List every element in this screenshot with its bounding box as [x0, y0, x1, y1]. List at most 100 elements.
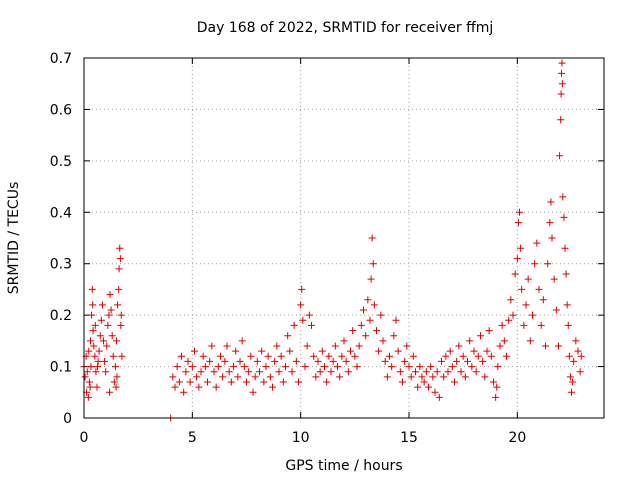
data-point — [258, 347, 266, 355]
data-point — [566, 373, 574, 381]
data-point — [249, 388, 257, 396]
data-point — [394, 347, 402, 355]
data-point — [559, 193, 567, 201]
data-point — [524, 275, 532, 283]
data-point — [483, 347, 491, 355]
y-tick-label: 0 — [63, 411, 72, 427]
data-point — [470, 347, 478, 355]
data-point — [505, 316, 513, 324]
data-point — [310, 352, 318, 360]
data-point — [277, 352, 285, 360]
axis-tick-labels: 0 5 10 15 20 0 0.1 0.2 0.3 0.4 0.5 0.6 0.7 — [50, 51, 527, 446]
data-point — [544, 260, 552, 268]
data-point — [297, 301, 305, 309]
data-point — [561, 244, 569, 252]
data-point — [351, 352, 359, 360]
data-point — [116, 244, 124, 252]
plot-frame — [83, 57, 605, 419]
data-point — [562, 270, 570, 278]
data-point — [253, 357, 261, 365]
data-point — [301, 363, 309, 371]
data-point — [558, 80, 566, 88]
data-point — [485, 327, 493, 335]
data-point — [468, 363, 476, 371]
data-point — [86, 383, 94, 391]
data-point — [472, 368, 480, 376]
data-point — [440, 373, 448, 381]
data-point — [516, 208, 523, 216]
data-point — [260, 378, 268, 386]
data-point — [444, 368, 452, 376]
data-point — [199, 352, 207, 360]
data-point — [90, 342, 98, 350]
data-point — [305, 311, 313, 319]
data-point — [403, 342, 411, 350]
data-point — [509, 311, 517, 319]
data-point — [557, 116, 565, 124]
data-point — [558, 59, 566, 67]
y-tick-label: 0.1 — [50, 360, 72, 376]
data-point — [262, 363, 270, 371]
data-point — [560, 213, 568, 221]
data-point — [227, 378, 235, 386]
data-point — [191, 347, 198, 355]
data-point — [457, 368, 465, 376]
data-point — [409, 352, 417, 360]
data-point — [416, 363, 424, 371]
data-point — [577, 352, 585, 360]
data-point — [87, 337, 94, 345]
data-point — [210, 368, 218, 376]
data-point — [204, 378, 211, 386]
data-point — [414, 383, 422, 391]
data-point — [81, 373, 89, 381]
data-point — [427, 363, 435, 371]
y-tick-label: 0.5 — [50, 154, 72, 170]
data-point — [175, 378, 183, 386]
data-point — [269, 383, 276, 391]
data-point — [383, 373, 391, 381]
data-point — [388, 363, 396, 371]
data-point — [275, 368, 283, 376]
data-point — [442, 352, 450, 360]
y-axis-label: SRMTID / TECUs — [6, 182, 22, 295]
data-point — [240, 363, 248, 371]
data-point — [223, 342, 231, 350]
data-point — [245, 368, 253, 376]
data-point — [558, 69, 566, 77]
data-point — [479, 357, 487, 365]
data-point — [271, 357, 279, 365]
data-point — [195, 383, 203, 391]
data-point — [517, 244, 525, 252]
data-point — [256, 368, 263, 376]
data-point — [492, 393, 500, 401]
data-point — [373, 327, 380, 335]
data-point — [493, 383, 501, 391]
data-point — [225, 368, 233, 376]
y-tick-label: 0.4 — [50, 205, 72, 221]
data-point — [290, 321, 298, 329]
data-point — [399, 378, 406, 386]
data-point — [334, 363, 341, 371]
data-points — [80, 59, 585, 422]
data-point — [392, 316, 400, 324]
data-point — [367, 275, 375, 283]
data-point — [455, 342, 463, 350]
data-point — [555, 342, 562, 350]
data-point — [236, 357, 244, 365]
data-point — [316, 368, 324, 376]
data-point — [105, 311, 113, 319]
data-point — [201, 363, 209, 371]
data-point — [529, 311, 536, 319]
data-point — [102, 368, 110, 376]
data-point — [418, 373, 426, 381]
data-point — [288, 368, 296, 376]
data-point — [282, 363, 289, 371]
data-point — [574, 347, 582, 355]
data-point — [481, 373, 489, 381]
data-point — [113, 337, 120, 345]
data-point — [331, 342, 339, 350]
data-point — [117, 311, 125, 319]
data-point — [547, 198, 555, 206]
data-point — [325, 352, 333, 360]
data-point — [221, 357, 229, 365]
